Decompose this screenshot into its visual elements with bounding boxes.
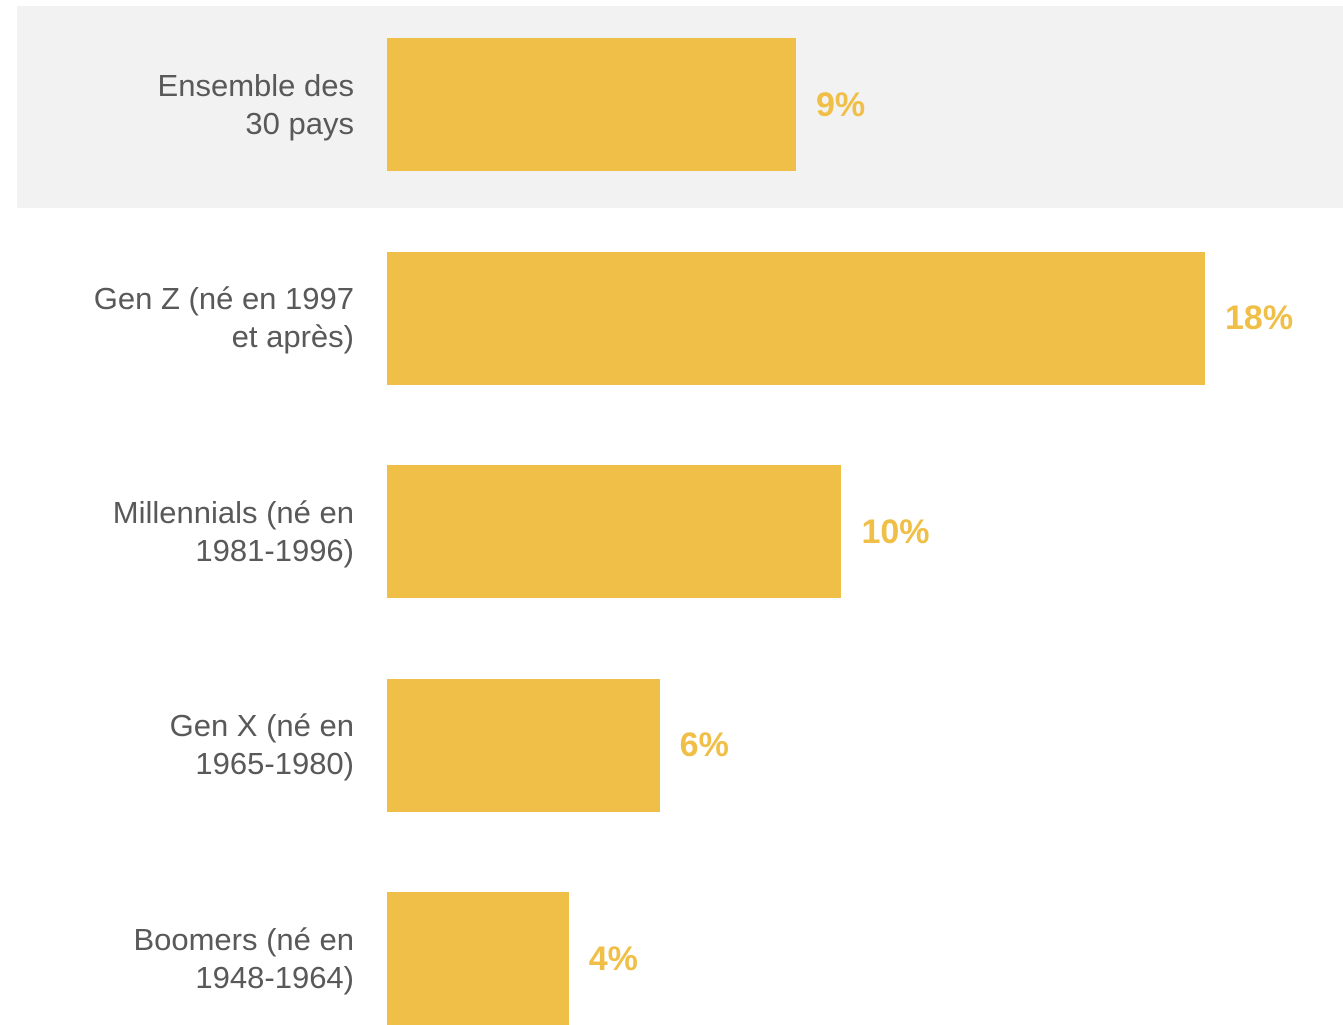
bar xyxy=(387,251,1205,385)
value-label: 6% xyxy=(679,726,729,764)
value-label: 18% xyxy=(1225,299,1294,337)
category-label: Boomers (né en 1948-1964) xyxy=(133,921,354,995)
value-label: 10% xyxy=(861,512,930,551)
bar xyxy=(387,38,796,171)
bar xyxy=(387,678,660,812)
category-label: Millennials (né en 1981-1996) xyxy=(112,494,354,568)
category-label: Gen Z (né en 1997 et après) xyxy=(93,281,354,354)
bar xyxy=(387,465,842,598)
bar xyxy=(387,892,569,1025)
category-label: Ensemble des 30 pays xyxy=(157,67,354,141)
value-label: 4% xyxy=(588,939,638,978)
category-label: Gen X (né en 1965-1980) xyxy=(169,708,354,781)
value-label: 9% xyxy=(816,85,866,124)
